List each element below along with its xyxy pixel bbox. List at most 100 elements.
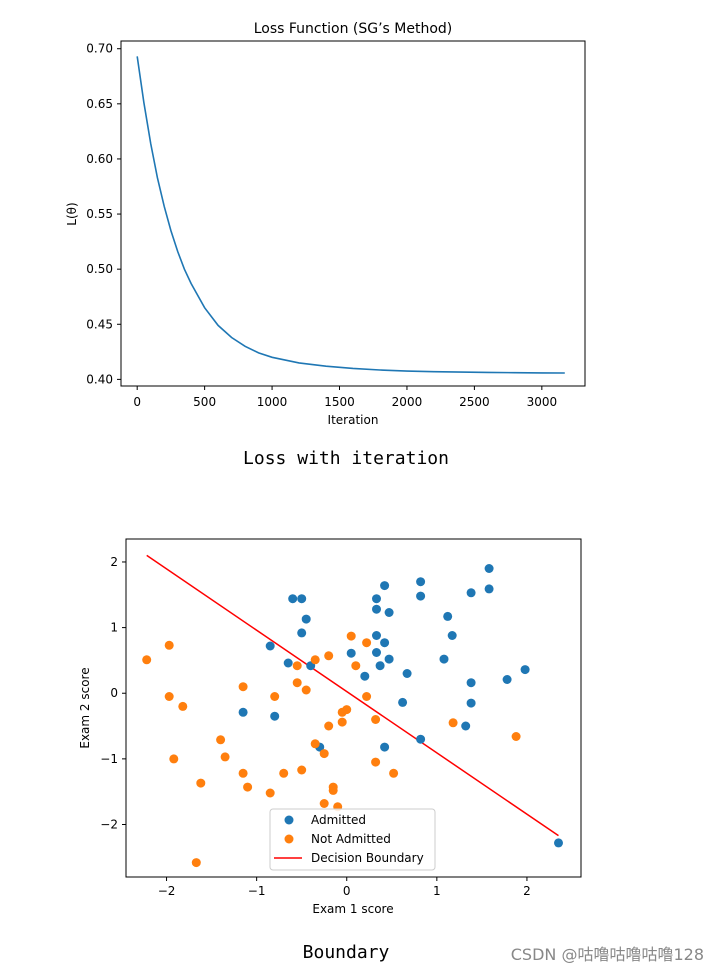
- admitted-point: [372, 594, 381, 604]
- not-admitted-point: [178, 701, 188, 711]
- not-admitted-point: [216, 735, 226, 745]
- admitted-point: [372, 631, 381, 640]
- not-admitted-point: [328, 785, 338, 795]
- not-admitted-point: [346, 631, 356, 641]
- not-admitted-point: [292, 678, 302, 688]
- not-admitted-point: [362, 638, 372, 648]
- admitted-point: [416, 734, 426, 744]
- admitted-point: [416, 577, 426, 587]
- admitted-point: [384, 608, 394, 617]
- loss-chart-frame: [120, 40, 586, 387]
- loss-y-tick-label: 0.55: [86, 207, 113, 221]
- admitted-point: [283, 658, 293, 668]
- loss-chart-ylabel: L(θ): [65, 202, 79, 225]
- loss-x-tick-label: 1000: [257, 395, 288, 409]
- loss-x-tick-label: 1500: [324, 395, 355, 409]
- loss-y-tick-label: 0.60: [86, 152, 113, 166]
- loss-x-tick-label: 2000: [392, 395, 423, 409]
- admitted-point: [380, 581, 390, 591]
- legend-box: [269, 808, 436, 871]
- not-admitted-point: [301, 685, 311, 695]
- legend-admitted-label: Admitted: [311, 813, 366, 827]
- not-admitted-point: [371, 757, 381, 767]
- loss-y-tick-label: 0.65: [86, 97, 113, 111]
- admitted-point: [238, 707, 248, 717]
- boundary-x-tick-label: 1: [433, 884, 441, 898]
- admitted-point: [384, 654, 394, 664]
- not-admitted-point: [319, 799, 329, 808]
- admitted-point: [416, 591, 426, 601]
- caption-boundary: Boundary: [302, 942, 390, 963]
- boundary-chart: Exam 1 score Exam 2 score −2 −1 0 1 2 −2 −1 0 1…: [78, 538, 582, 916]
- not-admitted-point: [324, 721, 334, 731]
- loss-x-tick-label: 2500: [459, 395, 490, 409]
- admitted-point: [372, 648, 381, 657]
- not-admitted-point: [164, 640, 174, 650]
- not-admitted-point: [351, 661, 361, 671]
- not-admitted-point: [196, 778, 206, 788]
- legend-not-admitted-marker: [284, 834, 294, 844]
- admitted-point: [288, 594, 298, 604]
- legend-admitted-marker: [284, 815, 294, 825]
- loss-chart: Loss Function (SG’s Method) Iteration L(…: [65, 21, 586, 427]
- loss-x-tick-label: 3000: [527, 395, 558, 409]
- boundary-chart-y-ticks: −2 −1 0 1 2: [100, 555, 126, 831]
- watermark: CSDN @咕噜咕噜咕噜128: [510, 945, 704, 964]
- admitted-point: [439, 654, 449, 664]
- boundary-y-tick-label: −1: [100, 752, 118, 766]
- admitted-point: [447, 631, 457, 640]
- admitted-point: [466, 698, 476, 708]
- not-admitted-point: [319, 749, 329, 759]
- not-admitted-point: [310, 739, 320, 749]
- admitted-point: [301, 614, 311, 624]
- not-admitted-point: [169, 754, 179, 764]
- not-admitted-point: [342, 705, 352, 715]
- loss-chart-y-ticks: 0.40 0.45 0.50 0.55 0.60 0.65 0.70: [86, 42, 121, 386]
- loss-y-tick-label: 0.40: [86, 372, 113, 386]
- admitted-point: [520, 665, 530, 675]
- boundary-chart-x-ticks: −2 −1 0 1 2: [158, 877, 531, 898]
- not-admitted-point: [362, 692, 372, 701]
- boundary-x-tick-label: −2: [158, 884, 176, 898]
- loss-chart-x-ticks: 0 500 1000 1500 2000 2500 3000: [133, 386, 557, 409]
- boundary-chart-frame: [125, 538, 582, 878]
- legend-not-admitted-label: Not Admitted: [311, 832, 391, 846]
- not-admitted-point: [270, 692, 280, 701]
- caption-loss: Loss with iteration: [243, 448, 449, 469]
- not-admitted-point: [292, 661, 302, 671]
- boundary-x-tick-label: 2: [523, 884, 531, 898]
- boundary-y-tick-label: 2: [110, 555, 118, 569]
- not-admitted-point: [310, 655, 320, 665]
- not-admitted-point: [142, 655, 152, 665]
- not-admitted-point: [371, 715, 381, 724]
- loss-x-tick-label: 0: [133, 395, 141, 409]
- loss-chart-title: Loss Function (SG’s Method): [254, 21, 453, 37]
- admitted-point: [398, 697, 408, 707]
- not-admitted-point: [389, 768, 399, 778]
- admitted-point: [346, 648, 356, 658]
- not-admitted-point: [238, 768, 248, 778]
- boundary-chart-ylabel: Exam 2 score: [78, 667, 92, 748]
- admitted-point: [502, 675, 512, 684]
- boundary-x-tick-label: 0: [343, 884, 351, 898]
- loss-line: [136, 56, 565, 374]
- decision-boundary-line: [146, 554, 559, 837]
- admitted-point: [375, 661, 385, 671]
- loss-chart-xlabel: Iteration: [328, 413, 379, 427]
- admitted-point: [461, 721, 471, 731]
- loss-y-tick-label: 0.70: [86, 42, 113, 56]
- admitted-point: [402, 669, 412, 678]
- admitted-point: [484, 584, 494, 594]
- not-admitted-point: [191, 858, 201, 868]
- not-admitted-point: [279, 768, 289, 778]
- not-admitted-point: [238, 682, 248, 692]
- boundary-y-tick-label: 0: [110, 686, 118, 700]
- legend-boundary-label: Decision Boundary: [311, 851, 424, 865]
- admitted-point: [443, 611, 453, 621]
- not-admitted-point: [220, 752, 230, 762]
- not-admitted-point: [337, 717, 347, 727]
- admitted-point: [466, 588, 476, 598]
- not-admitted-point: [324, 651, 334, 661]
- loss-y-tick-label: 0.50: [86, 262, 113, 276]
